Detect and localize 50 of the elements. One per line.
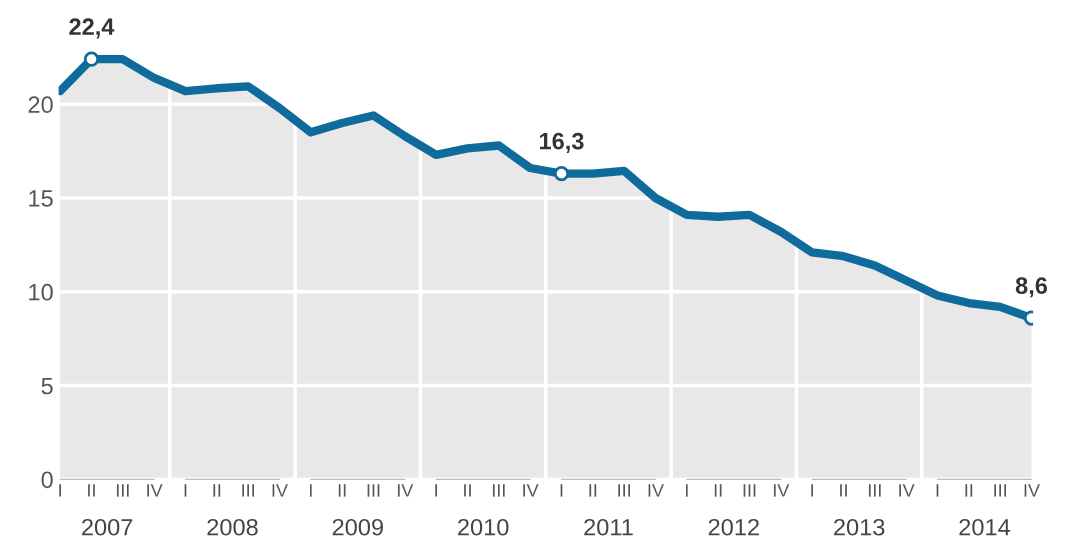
text: 2007 bbox=[82, 518, 133, 536]
x-tick-label: I bbox=[59, 484, 61, 497]
x-tick-label: I bbox=[811, 484, 813, 497]
x-tick-label: IV bbox=[773, 484, 790, 497]
x-tick-label: II bbox=[464, 484, 471, 497]
data-label: 16,3 bbox=[539, 132, 584, 153]
x-tick-label: III bbox=[116, 484, 129, 497]
point bbox=[83, 51, 100, 67]
text: 2010 bbox=[458, 518, 509, 536]
x-tick-label: IV bbox=[147, 484, 163, 497]
x-tick-label: II bbox=[88, 484, 95, 497]
text: 2011 bbox=[584, 518, 633, 536]
x-tick-label: II bbox=[840, 484, 847, 497]
text: 2014 bbox=[959, 518, 1011, 536]
x-tick-label: III bbox=[242, 484, 254, 497]
x-tick-label: III bbox=[994, 484, 1007, 497]
data-label: 22,4 bbox=[69, 18, 115, 39]
text: 2008 bbox=[207, 518, 258, 536]
x-tick-label: II bbox=[714, 484, 722, 497]
x-tick-label: I bbox=[560, 484, 563, 497]
x-tick-label: II bbox=[338, 484, 346, 497]
y-tick-label: 10 bbox=[29, 283, 53, 301]
x-tick-label: III bbox=[618, 484, 631, 497]
x-tick-label: III bbox=[743, 484, 756, 497]
x-tick-label: I bbox=[184, 484, 187, 497]
point bbox=[553, 165, 570, 182]
x-tick-label: IV bbox=[899, 484, 915, 497]
text: 2013 bbox=[834, 518, 885, 536]
x-tick-label: II bbox=[213, 484, 221, 497]
data-label: 8,6 bbox=[1015, 277, 1048, 298]
y-tick-label: 15 bbox=[29, 190, 53, 207]
y-tick-label: 20 bbox=[28, 96, 53, 114]
x-tick-label: III bbox=[868, 484, 881, 497]
x-tick-label: IV bbox=[648, 484, 664, 497]
x-tick-label: III bbox=[492, 484, 505, 497]
x-tick-label: III bbox=[367, 484, 380, 497]
x-tick-label: I bbox=[435, 484, 437, 497]
x-tick-label: I bbox=[936, 484, 939, 497]
text: 2012 bbox=[708, 518, 759, 536]
text: 2009 bbox=[332, 518, 383, 536]
y-tick-label: 0 bbox=[41, 471, 53, 489]
x-tick-label: I bbox=[685, 484, 688, 497]
x-tick-label: I bbox=[309, 484, 312, 497]
x-tick-label: IV bbox=[272, 484, 288, 497]
x-tick-label: II bbox=[965, 484, 973, 497]
x-tick-label: IV bbox=[523, 484, 539, 497]
x-tick-label: IV bbox=[397, 484, 414, 497]
y-tick-label: 5 bbox=[41, 377, 53, 395]
x-tick-label: IV bbox=[1024, 484, 1040, 497]
x-tick-label: II bbox=[589, 484, 597, 497]
